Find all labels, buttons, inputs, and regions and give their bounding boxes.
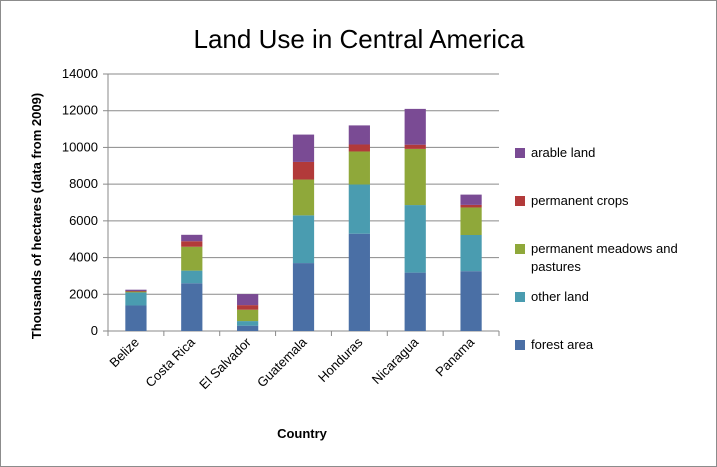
bar-segment — [125, 290, 147, 292]
legend-label-line: permanent meadows and — [531, 241, 678, 256]
bar-segment — [348, 144, 370, 152]
bar-segment — [181, 241, 203, 247]
bar-segment — [292, 179, 315, 216]
legend-label: arable land — [531, 145, 595, 160]
y-tick-label: 12000 — [62, 103, 98, 118]
y-tick-label: 10000 — [62, 139, 98, 154]
legend-label: other land — [531, 289, 589, 304]
bars — [125, 108, 482, 331]
bar-segment — [237, 309, 259, 322]
bar-segment — [348, 184, 370, 234]
bar-segment — [404, 272, 426, 331]
legend-label: permanent crops — [531, 193, 629, 208]
bar-segment — [181, 283, 203, 331]
bar-segment — [292, 161, 315, 180]
x-tick-label: Panama — [432, 334, 477, 379]
bar-segment — [348, 233, 370, 331]
bar-segment — [125, 289, 147, 291]
bar-segment — [404, 205, 426, 273]
bar-segment — [125, 291, 147, 293]
legend-swatch — [515, 340, 525, 350]
x-tick-label: Honduras — [315, 334, 366, 385]
bar-segment — [404, 148, 426, 206]
bar-segment — [237, 305, 259, 310]
legend-label-line: pastures — [531, 259, 581, 274]
legend-swatch — [515, 196, 525, 206]
x-tick-label: Costa Rica — [142, 334, 198, 390]
y-tick-label: 6000 — [69, 213, 98, 228]
bar-segment — [237, 294, 259, 306]
bar-segment — [237, 325, 259, 331]
bar-segment — [292, 215, 315, 264]
y-tick-label: 8000 — [69, 176, 98, 191]
bar-segment — [292, 263, 315, 331]
legend: arable land permanent crops permanent mead… — [515, 145, 678, 352]
legend-swatch — [515, 148, 525, 158]
bar-segment — [292, 134, 315, 162]
bar-segment — [181, 270, 203, 284]
chart-title: Land Use in Central America — [194, 24, 525, 54]
bar-segment — [460, 207, 482, 235]
legend-swatch — [515, 244, 525, 254]
x-tick-label: Belize — [106, 335, 142, 371]
x-tick-label: Nicaragua — [369, 334, 422, 387]
y-tick-label: 4000 — [69, 250, 98, 265]
y-axis-title: Thousands of hectares (data from 2009) — [29, 93, 44, 339]
bar-segment — [404, 144, 426, 149]
bar-segment — [460, 271, 482, 331]
x-tick-label: Guatemala — [254, 334, 310, 390]
bar-segment — [125, 305, 147, 331]
bar-segment — [348, 125, 370, 145]
legend-label: permanent meadows and pastures — [531, 241, 678, 274]
x-axis-title: Country — [277, 426, 328, 441]
bar-segment — [125, 292, 147, 306]
bar-segment — [348, 151, 370, 185]
bar-segment — [460, 194, 482, 205]
y-tick-label: 14000 — [62, 66, 98, 81]
bar-segment — [181, 234, 203, 242]
bar-segment — [404, 108, 426, 145]
bar-segment — [460, 234, 482, 272]
bar-segment — [460, 204, 482, 208]
legend-swatch — [515, 292, 525, 302]
y-tick-label: 0 — [91, 323, 98, 338]
y-tick-label: 2000 — [69, 286, 98, 301]
bar-segment — [237, 321, 259, 326]
x-tick-label: El Salvador — [196, 334, 254, 392]
bar-segment — [181, 246, 203, 271]
legend-label: forest area — [531, 337, 594, 352]
